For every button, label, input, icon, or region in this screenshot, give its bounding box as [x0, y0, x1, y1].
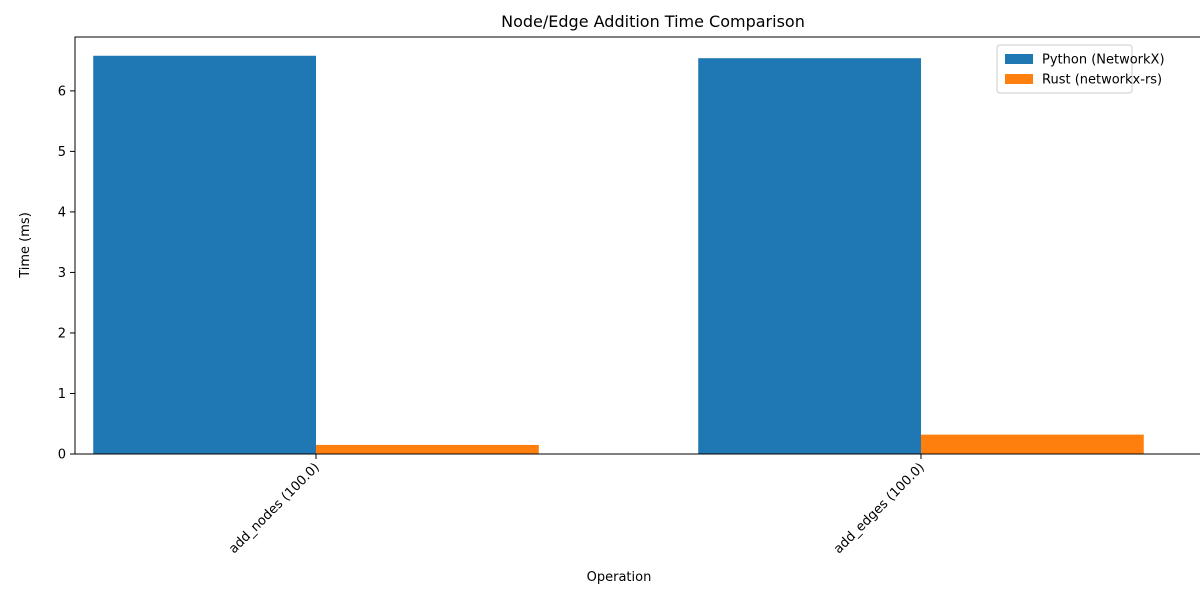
y-tick-label: 4 — [58, 205, 66, 220]
y-tick-label: 3 — [58, 266, 66, 281]
x-axis-label: Operation — [587, 570, 652, 585]
bar-python-1 — [698, 58, 921, 455]
bar-rust-1 — [921, 434, 1144, 454]
x-axis: add_nodes (100.0) add_edges (100.0) — [226, 454, 928, 557]
y-tick-label: 5 — [58, 145, 66, 160]
y-axis: 0 1 2 3 4 5 6 — [58, 84, 75, 463]
y-axis-label: Time (ms) — [18, 212, 33, 279]
legend-label: Rust (networkx-rs) — [1042, 73, 1162, 88]
bars-group — [93, 55, 1144, 455]
legend: Python (NetworkX) Rust (networkx-rs) — [996, 44, 1165, 94]
x-tick-label: add_edges (100.0) — [831, 460, 928, 557]
bar-python-0 — [93, 55, 316, 455]
y-tick-label: 1 — [58, 387, 66, 402]
y-tick-label: 0 — [58, 448, 66, 463]
chart-title: Node/Edge Addition Time Comparison — [501, 12, 805, 31]
legend-swatch — [1005, 74, 1033, 84]
y-tick-label: 2 — [58, 326, 66, 341]
legend-label: Python (NetworkX) — [1042, 53, 1165, 68]
bar-rust-0 — [316, 444, 539, 454]
plot-frame — [74, 36, 1200, 455]
legend-swatch — [1005, 54, 1033, 64]
x-tick-label: add_nodes (100.0) — [226, 460, 323, 557]
y-tick-label: 6 — [58, 84, 66, 99]
